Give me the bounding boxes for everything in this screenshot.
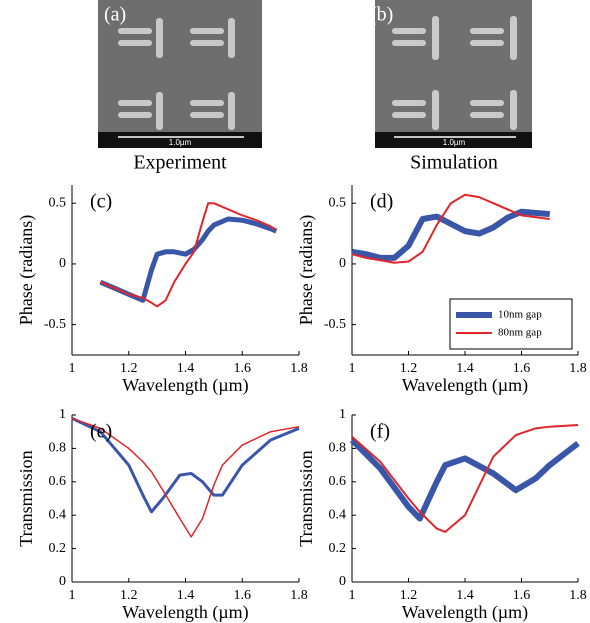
data-line <box>71 417 300 538</box>
sem-image-a <box>98 0 262 148</box>
data-line <box>99 202 277 308</box>
y-tick-label: 0.5 <box>329 195 347 210</box>
x-tick-label: 1.2 <box>120 361 138 376</box>
panel-label: (f) <box>370 421 390 443</box>
data-line <box>351 193 550 264</box>
image-caption: Experiment <box>133 152 227 174</box>
x-tick-label: 1.6 <box>234 588 252 603</box>
x-tick-label: 1 <box>69 588 76 603</box>
x-tick-label: 1.6 <box>513 588 531 603</box>
data-line <box>349 437 580 522</box>
y-tick-label: 1 <box>59 407 66 422</box>
data-line <box>99 216 278 303</box>
x-tick-label: 1.6 <box>234 361 252 376</box>
x-tick-label: 1.4 <box>456 588 474 603</box>
x-axis-label: Wavelength (µm) <box>402 602 528 623</box>
x-tick-label: 1.4 <box>177 361 195 376</box>
x-tick-label: 1.4 <box>177 588 195 603</box>
y-axis-label: Phase (radians) <box>16 215 37 325</box>
x-tick-label: 1.8 <box>290 361 308 376</box>
x-axis-label: Wavelength (µm) <box>122 602 248 623</box>
x-tick-label: 1.8 <box>290 588 308 603</box>
y-tick-label: 0.4 <box>49 507 67 522</box>
x-axis-label: Wavelength (µm) <box>122 375 248 396</box>
x-tick-label: 1.2 <box>120 588 138 603</box>
x-tick-label: 1.4 <box>456 361 474 376</box>
image-label: (b) <box>370 4 393 26</box>
y-tick-label: 0.8 <box>49 441 67 456</box>
data-line <box>351 208 551 261</box>
y-tick-label: 0.6 <box>329 474 347 489</box>
panel-label: (d) <box>370 191 393 213</box>
y-tick-label: 0.6 <box>49 474 67 489</box>
panel-label: (e) <box>90 421 112 443</box>
legend-label: 10nm gap <box>498 309 542 321</box>
sem-image-b <box>375 0 532 148</box>
y-tick-label: 0.5 <box>49 195 67 210</box>
image-label: (a) <box>104 4 126 26</box>
x-tick-label: 1 <box>69 361 76 376</box>
legend-box <box>449 298 573 350</box>
data-line <box>71 416 300 514</box>
y-tick-label: -0.5 <box>44 317 66 332</box>
y-axis-label: Phase (radians) <box>296 215 317 325</box>
y-tick-label: 0.4 <box>329 507 347 522</box>
panel-label: (c) <box>90 191 112 213</box>
y-tick-label: 1 <box>339 407 346 422</box>
y-tick-label: 0 <box>59 256 66 271</box>
y-tick-label: 0.2 <box>329 541 347 556</box>
scale-bar-label: 1.0µm <box>169 138 192 147</box>
scale-bar-label: 1.0µm <box>443 138 466 147</box>
x-tick-label: 1.6 <box>513 361 531 376</box>
legend-label: 80nm gap <box>498 327 542 339</box>
x-axis-label: Wavelength (µm) <box>402 375 528 396</box>
y-tick-label: -0.5 <box>324 317 346 332</box>
y-axis-label: Transmission <box>16 450 36 546</box>
x-tick-label: 1.2 <box>400 361 418 376</box>
x-tick-label: 1.2 <box>400 588 418 603</box>
x-tick-label: 1.8 <box>569 588 587 603</box>
x-tick-label: 1 <box>349 361 356 376</box>
y-tick-label: 0 <box>339 574 346 589</box>
y-tick-label: 0 <box>339 256 346 271</box>
x-tick-label: 1.8 <box>569 361 587 376</box>
y-tick-label: 0.2 <box>49 541 67 556</box>
y-tick-label: 0.8 <box>329 441 347 456</box>
x-tick-label: 1 <box>349 588 356 603</box>
image-caption: Simulation <box>410 152 498 174</box>
data-line <box>351 424 579 533</box>
y-tick-label: 0 <box>59 574 66 589</box>
y-axis-label: Transmission <box>296 450 316 546</box>
